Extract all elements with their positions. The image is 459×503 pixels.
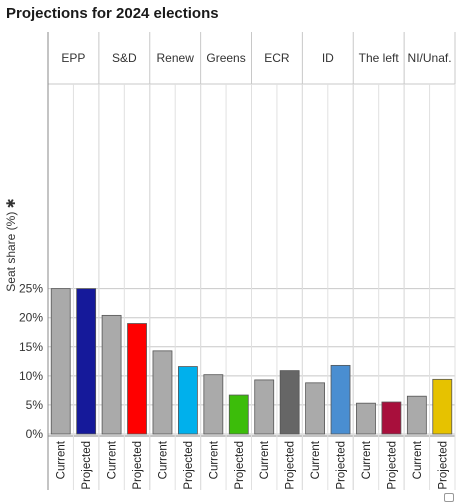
bar <box>76 288 97 435</box>
bar <box>432 378 453 435</box>
category-label: ID <box>322 51 334 65</box>
y-tick-label: 10% <box>19 369 43 383</box>
bar-label: Projected <box>336 441 348 490</box>
bar-label: Projected <box>234 441 246 490</box>
y-tick-label: 15% <box>19 340 43 354</box>
bar <box>279 370 300 435</box>
bar-label: Current <box>310 440 322 479</box>
bar-label: Current <box>361 440 373 479</box>
y-tick-label: 25% <box>19 282 43 296</box>
bar-label: Projected <box>183 441 195 490</box>
category-label: S&D <box>112 51 137 65</box>
y-tick-label: 20% <box>19 311 43 325</box>
y-tick-label: 5% <box>26 398 44 412</box>
y-axis-label: Seat share (%) ✱ <box>4 198 18 291</box>
bar <box>127 323 147 435</box>
bar <box>406 395 427 435</box>
bar <box>381 401 402 435</box>
category-label: ECR <box>264 51 290 65</box>
category-label: Greens <box>206 51 245 65</box>
category-label: The left <box>359 51 400 65</box>
bar-label: Projected <box>132 441 144 490</box>
bar-label: Current <box>208 440 220 479</box>
bar <box>203 374 224 435</box>
bar-label: Current <box>56 440 68 479</box>
bar <box>101 314 122 435</box>
bar-label: Projected <box>386 441 398 490</box>
category-label: NI/Unaf. <box>408 51 452 65</box>
y-tick-label: 0% <box>26 427 44 441</box>
bar <box>305 382 325 435</box>
bar-label: Projected <box>285 441 297 490</box>
bar-label: Projected <box>437 441 449 490</box>
category-label: EPP <box>61 51 85 65</box>
bar-label: Current <box>259 440 271 479</box>
bar <box>50 288 71 435</box>
category-label: Renew <box>157 51 195 65</box>
resize-handle-icon[interactable] <box>444 493 454 502</box>
bar <box>178 366 198 435</box>
bar <box>254 379 275 435</box>
bar-label: Projected <box>81 441 93 490</box>
bar <box>228 394 249 435</box>
bar-label: Current <box>157 440 169 479</box>
bar-label: Current <box>412 440 424 479</box>
bar <box>330 364 351 435</box>
chart-title: Projections for 2024 elections <box>6 5 219 22</box>
bar-label: Current <box>107 440 119 479</box>
bar <box>152 350 173 435</box>
bar <box>356 402 376 435</box>
